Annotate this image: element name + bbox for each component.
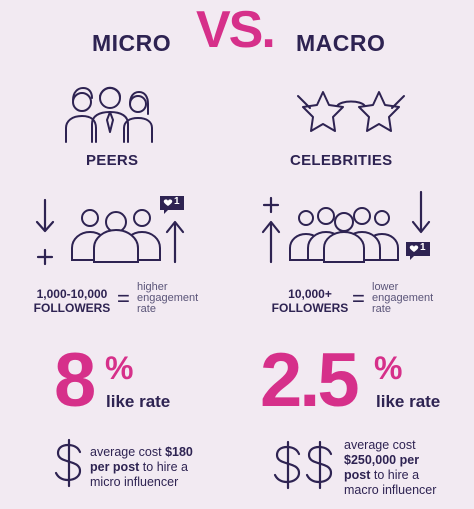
macro-notification-count: 1 — [420, 242, 426, 253]
micro-followers-label: FOLLOWERS — [33, 301, 111, 315]
micro-equals: = — [117, 286, 130, 311]
macro-cost-outro: to hire a macro influencer — [344, 468, 437, 497]
macro-engagement: lower engagement rate — [372, 281, 434, 315]
micro-like-rate: like rate — [106, 392, 171, 411]
micro-cost-unit: per post — [90, 460, 140, 474]
micro-rate-percent: % — [105, 350, 134, 386]
micro-engagement: higher engagement rate — [137, 281, 199, 315]
large-crowd-icon — [289, 207, 399, 263]
star-glasses-icon — [297, 91, 405, 132]
macro-cost-unit: post — [344, 468, 371, 482]
up-arrow-icon — [165, 220, 185, 264]
micro-cost-intro: average cost — [90, 445, 162, 459]
micro-rate-number: 8 — [54, 338, 97, 423]
macro-like-rate: like rate — [376, 392, 441, 411]
macro-cost-intro: average cost — [344, 438, 416, 452]
macro-rate-percent: % — [374, 350, 403, 386]
dollar-sign-icon — [54, 438, 82, 488]
plus-icon — [36, 248, 54, 266]
up-arrow-icon-macro — [261, 220, 281, 264]
micro-cost-text: average cost $180 per post to hire a mic… — [90, 445, 210, 490]
small-crowd-icon — [71, 209, 161, 263]
plus-icon-macro — [262, 196, 280, 214]
notification-badge-icon-macro — [406, 242, 430, 260]
micro-heading: MICRO — [92, 30, 172, 56]
macro-equals: = — [352, 286, 365, 311]
macro-followers-label: FOLLOWERS — [271, 301, 349, 315]
macro-heading: MACRO — [296, 30, 386, 56]
down-arrow-icon-macro — [411, 190, 431, 234]
vs-heading: VS. — [196, 1, 276, 59]
macro-cost-text: average cost $250,000 per post to hire a… — [344, 438, 454, 498]
down-arrow-icon — [35, 198, 55, 233]
celebrities-label: CELEBRITIES — [290, 152, 393, 169]
notification-badge-icon — [160, 196, 184, 214]
micro-notification-count: 1 — [174, 196, 180, 207]
peers-label: PEERS — [86, 152, 139, 169]
macro-followers-range: 10,000+ — [288, 287, 332, 301]
peers-icon — [65, 86, 153, 143]
micro-cost-outro: to hire a micro influencer — [90, 460, 188, 489]
micro-followers-range: 1,000-10,000 — [36, 287, 108, 301]
macro-cost-amount: $250,000 per — [344, 453, 420, 467]
micro-cost-amount: $180 — [165, 445, 193, 459]
double-dollar-icon — [273, 440, 333, 490]
macro-rate-number: 2.5 — [260, 338, 360, 423]
